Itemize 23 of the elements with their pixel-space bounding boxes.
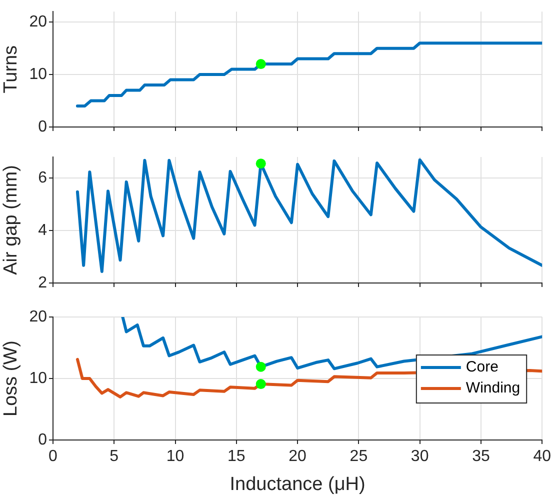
x-axis-title: Inductance (μH): [230, 474, 366, 495]
y-tick-label: 10: [29, 370, 48, 387]
x-tick-label: 15: [228, 448, 246, 466]
x-tick-label: 5: [110, 448, 119, 466]
y-tick-label: 6: [38, 169, 48, 186]
y-tick-label: 20: [29, 308, 48, 326]
y-tick-label: 2: [38, 274, 48, 292]
x-tick-label: 25: [350, 448, 368, 466]
y-axis-title: Air gap (mm): [0, 165, 22, 275]
x-tick-label: 40: [533, 448, 552, 466]
y-tick-label: 0: [38, 118, 48, 136]
y-axis-title: Turns: [0, 45, 22, 94]
legend-label: Winding: [466, 380, 520, 397]
y-tick-label: 20: [29, 13, 48, 30]
x-tick-label: 10: [166, 448, 184, 466]
y-tick-label: 4: [38, 222, 48, 239]
y-tick-label: 0: [38, 431, 48, 448]
y-tick-label: 10: [29, 66, 48, 83]
x-tick-label: 20: [288, 448, 307, 466]
y-axis-title: Loss (W): [0, 340, 22, 416]
x-tick-label: 30: [410, 448, 429, 466]
x-tick-label: 35: [472, 448, 490, 466]
legend-label: Core: [466, 358, 498, 376]
